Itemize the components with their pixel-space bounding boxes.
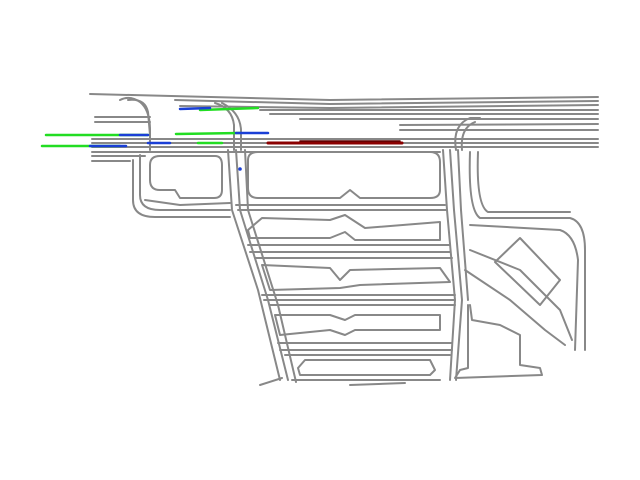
outer-lane [476,151,571,213]
island-outline [494,237,561,306]
outer-lane [469,224,579,351]
block-lane [132,159,231,218]
outer-lane [464,269,566,346]
outer-lane [468,151,586,351]
island-outline [247,151,441,199]
left-block [132,154,231,218]
island-outline [261,264,451,291]
lot-outline [454,304,543,379]
ramp-lane [460,121,476,151]
lane-network [89,93,599,386]
ramp-lane [127,98,151,136]
corridor-lane [259,377,283,386]
right-corridor [442,149,469,381]
ramp-lanes [119,96,481,151]
highway-lanes [89,93,599,162]
island-outline [149,155,223,199]
corridor-lane [227,149,281,381]
highway-lane [399,123,599,126]
corridor-lane [449,149,463,381]
trajectory-blue-point [238,167,242,171]
trajectory-green-4 [198,106,260,112]
corridor-lane [235,149,289,381]
highway-lane [179,104,599,109]
corridor-lane [442,149,456,381]
trajectories [40,106,404,171]
right-region [454,151,586,379]
block-lane [139,154,231,211]
ramp-lane [221,102,242,151]
island-outline [297,359,436,376]
outer-lane [469,249,573,341]
trajectory-blue-4 [178,106,212,111]
highway-lane [174,99,599,105]
island-outline [274,314,441,336]
island-outline [247,214,441,241]
block-lane [144,199,231,206]
highway-lane [89,93,599,101]
ramp-lane [214,102,235,151]
row-lane [349,382,406,386]
trajectory-green-3 [174,131,242,136]
ramp-lane [454,117,481,151]
terraced-rows [235,204,456,386]
